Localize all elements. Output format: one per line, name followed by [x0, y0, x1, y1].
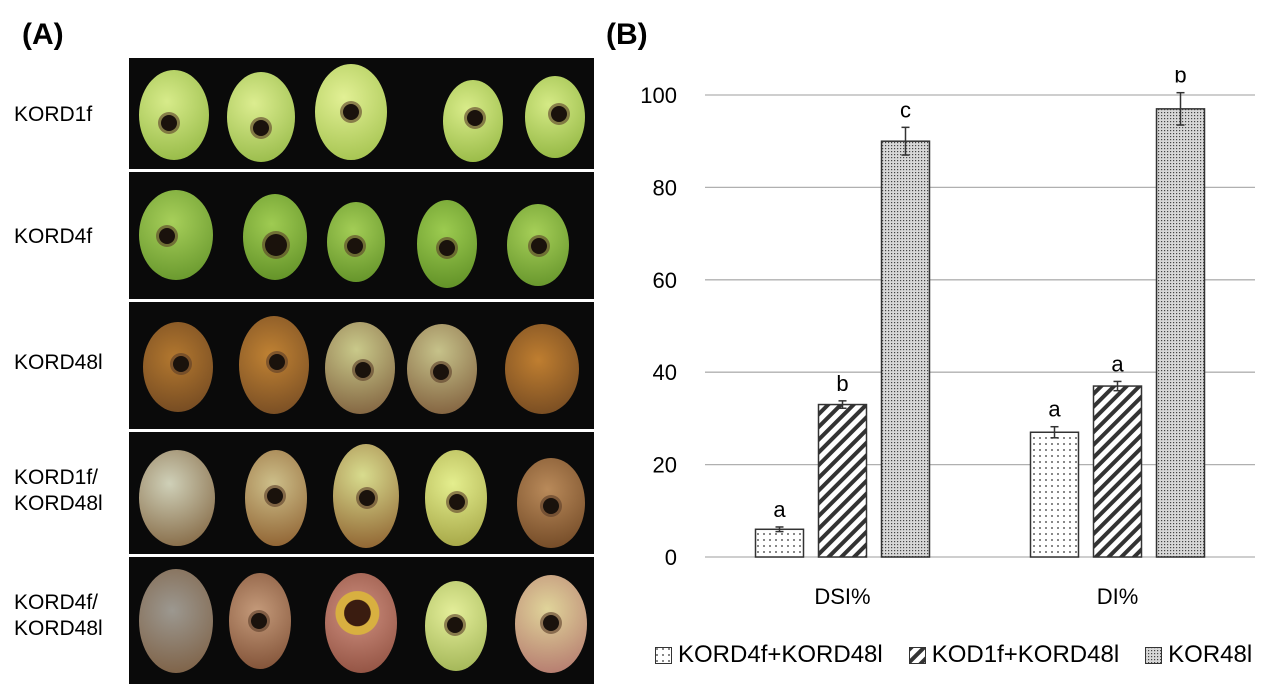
- legend-swatch-dots: [655, 646, 672, 664]
- bars: a b c a a b: [754, 70, 1206, 558]
- panel-b-label: (B): [606, 18, 648, 51]
- bar: [817, 403, 868, 558]
- row-label-kord4f: KORD4f: [14, 225, 93, 248]
- legend-swatch-dense-dots: [1145, 646, 1163, 664]
- bar: [1092, 385, 1143, 558]
- y-tick-label: 60: [653, 268, 677, 293]
- photo-row-kord4f: [129, 172, 594, 299]
- legend-label-series-2: KOD1f+KORD48l: [931, 641, 1120, 668]
- legend-item-series-1: KORD4f+KORD48l: [655, 641, 883, 669]
- fruit-photo: [143, 322, 213, 412]
- fruit-photo: [325, 322, 395, 414]
- fruit-photo: [243, 194, 307, 280]
- fruit-photo: [407, 324, 477, 414]
- fruit-photo: [139, 569, 213, 673]
- fruit-photo: [139, 190, 213, 280]
- bar: [880, 140, 931, 558]
- row-label-kord1f: KORD1f: [14, 103, 93, 126]
- bar: [754, 528, 805, 558]
- y-tick-label: 40: [653, 360, 677, 385]
- y-tick-label: 100: [640, 83, 677, 108]
- fruit-photo: [315, 64, 387, 160]
- fruit-photo: [139, 70, 209, 160]
- photo-row-kord4f-kord48l: [129, 557, 594, 684]
- photo-row-kord1f-kord48l: [129, 432, 594, 554]
- fruit-photo: [505, 324, 579, 414]
- photo-row-kord48l: [129, 302, 594, 429]
- fruit-photo: [333, 444, 399, 548]
- row-label-kord4f-kord48l: KORD4f/ KORD48l: [14, 591, 103, 640]
- y-axis-ticks: 0 20 40 60 80 100: [640, 83, 677, 570]
- bar: [1029, 431, 1080, 558]
- fruit-photo: [327, 202, 385, 282]
- significance-label: b: [1174, 70, 1186, 88]
- legend: KORD4f+KORD48l KOD1f+KORD48l KOR48l: [655, 641, 1252, 669]
- fruit-photo: [507, 204, 569, 286]
- row-label-kord48l: KORD48l: [14, 351, 103, 374]
- y-tick-label: 0: [665, 545, 677, 570]
- fruit-photo: [443, 80, 503, 162]
- fruit-photo: [227, 72, 295, 162]
- significance-label: a: [1111, 351, 1124, 376]
- fruit-photo: [325, 573, 397, 673]
- fruit-photo: [425, 581, 487, 671]
- fruit-photo: [239, 316, 309, 414]
- legend-item-series-3: KOR48l: [1145, 641, 1252, 669]
- y-tick-label: 80: [653, 175, 677, 200]
- significance-label: a: [773, 497, 786, 522]
- row-label-kord1f-kord48l: KORD1f/ KORD48l: [14, 466, 103, 515]
- x-category-label: DI%: [1097, 584, 1139, 609]
- fruit-photo: [515, 575, 587, 673]
- fruit-photo: [417, 200, 477, 288]
- fruit-photo: [525, 76, 585, 158]
- x-axis-categories: DSI% DI%: [814, 584, 1138, 609]
- legend-swatch-stripes: [908, 646, 926, 664]
- y-tick-label: 20: [653, 453, 677, 478]
- legend-label-series-3: KOR48l: [1168, 641, 1253, 668]
- photo-row-kord1f: [129, 58, 594, 169]
- fruit-photo: [139, 450, 215, 546]
- significance-label: b: [836, 371, 848, 396]
- panel-a-label: (A): [22, 18, 64, 51]
- fruit-photo: [245, 450, 307, 546]
- bar: [1155, 108, 1206, 558]
- x-category-label: DSI%: [814, 584, 870, 609]
- bar-chart: 0 20 40 60 80 100 a b c a a b DSI% DI%: [640, 70, 1255, 609]
- fruit-photo: [229, 573, 291, 669]
- fruit-photo: [425, 450, 487, 546]
- fruit-photo: [517, 458, 585, 548]
- legend-label-series-1: KORD4f+KORD48l: [678, 641, 883, 668]
- legend-item-series-2: KOD1f+KORD48l: [908, 641, 1120, 669]
- significance-label: a: [1048, 397, 1061, 422]
- significance-label: c: [900, 97, 911, 122]
